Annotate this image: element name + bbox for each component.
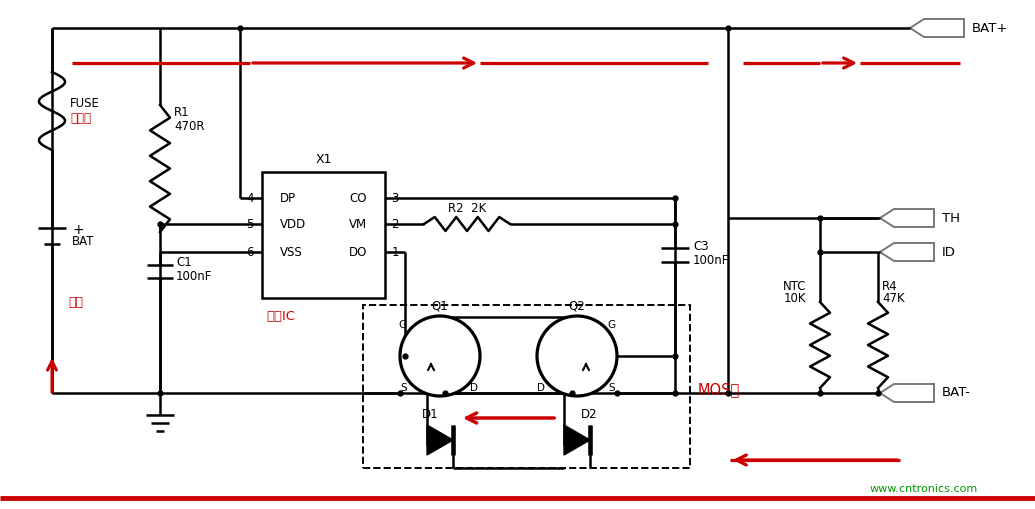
Text: VSS: VSS (280, 245, 303, 259)
Text: G: G (607, 320, 615, 330)
Circle shape (537, 316, 617, 396)
Text: DP: DP (280, 191, 296, 205)
Text: C3: C3 (693, 240, 709, 252)
Text: G: G (397, 320, 406, 330)
Text: 100nF: 100nF (176, 269, 212, 282)
Text: 4: 4 (246, 191, 254, 205)
Text: VM: VM (349, 217, 367, 231)
Circle shape (400, 316, 480, 396)
Text: 100nF: 100nF (693, 253, 730, 267)
Text: 保险丝: 保险丝 (70, 111, 91, 125)
Text: TH: TH (942, 212, 960, 224)
Text: D2: D2 (581, 408, 597, 420)
Text: S: S (401, 383, 408, 393)
Text: CO: CO (350, 191, 367, 205)
Text: ID: ID (942, 245, 956, 259)
Text: S: S (609, 383, 616, 393)
Text: X1: X1 (316, 153, 332, 165)
Text: 6: 6 (246, 245, 254, 259)
Text: D1: D1 (422, 408, 439, 420)
Text: 1: 1 (391, 245, 398, 259)
Bar (363, 305, 690, 468)
Text: BAT: BAT (72, 235, 94, 247)
Text: D: D (470, 383, 478, 393)
Text: 10K: 10K (783, 293, 806, 305)
Polygon shape (564, 425, 590, 455)
Text: www.cntronics.com: www.cntronics.com (870, 484, 978, 494)
Text: R4: R4 (882, 279, 897, 293)
Text: 470R: 470R (174, 120, 205, 132)
Text: DO: DO (349, 245, 367, 259)
Text: NTC: NTC (782, 279, 806, 293)
Text: D: D (537, 383, 545, 393)
Text: +: + (72, 223, 84, 237)
Text: C1: C1 (176, 257, 191, 269)
Text: R1: R1 (174, 105, 189, 119)
Text: 3: 3 (391, 191, 398, 205)
Text: Q1: Q1 (432, 299, 448, 313)
Text: 2: 2 (391, 217, 398, 231)
Text: 电芯: 电芯 (68, 296, 83, 308)
Text: R2  2K: R2 2K (448, 202, 486, 214)
Text: 47K: 47K (882, 293, 905, 305)
Text: 5: 5 (246, 217, 254, 231)
Text: BAT+: BAT+ (972, 21, 1008, 35)
Text: FUSE: FUSE (70, 97, 99, 109)
Bar (262, 172, 385, 298)
Text: 控制IC: 控制IC (266, 309, 295, 323)
Polygon shape (427, 425, 453, 455)
Text: MOS管: MOS管 (698, 382, 740, 398)
Text: BAT-: BAT- (942, 386, 971, 400)
Text: Q2: Q2 (568, 299, 586, 313)
Text: VDD: VDD (280, 217, 306, 231)
